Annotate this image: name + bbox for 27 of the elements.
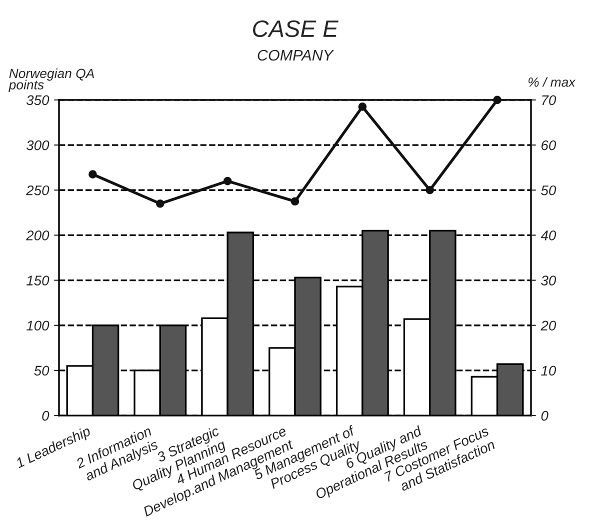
y-tick-label: 150 (26, 276, 50, 286)
chart-subtitle: COMPANY (258, 50, 334, 61)
point (358, 102, 367, 111)
y-tick-label: 0 (42, 410, 50, 421)
y2-tick-label: 30 (541, 276, 556, 286)
y-axis-title: Norwegian QA points (8, 68, 94, 92)
y2-axis-title: % / max (528, 77, 576, 87)
y-tick-label: 250 (26, 185, 50, 196)
y-tick-label: 300 (26, 140, 50, 150)
point (156, 199, 164, 208)
y2-tick-label: 0 (541, 410, 548, 421)
y2-tick-label: 50 (541, 185, 556, 196)
y-tick-label: 200 (26, 230, 50, 240)
y-tick-label: 350 (26, 95, 50, 106)
y-tick-label: 100 (26, 320, 50, 331)
point (426, 186, 434, 194)
point (290, 197, 300, 206)
point (493, 96, 502, 104)
point (223, 176, 232, 186)
y2-tick-label: 60 (542, 140, 556, 150)
chart-title: CASE E (253, 20, 339, 38)
y2-tick-label: 20 (540, 320, 556, 331)
y2-tick-label: 70 (542, 95, 556, 106)
point (88, 170, 97, 178)
y2-tick-label: 10 (541, 366, 556, 376)
y-tick-label: 50 (34, 366, 50, 376)
y2-tick-label: 40 (540, 230, 556, 240)
